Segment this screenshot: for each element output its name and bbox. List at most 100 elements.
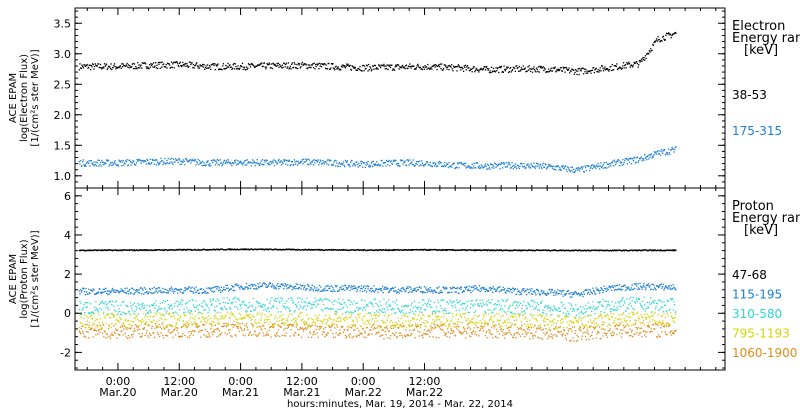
data-point — [529, 68, 531, 70]
data-point — [210, 165, 212, 167]
data-point — [441, 63, 443, 65]
data-point — [540, 290, 542, 293]
data-point — [370, 287, 372, 290]
data-point — [591, 291, 593, 294]
data-point — [417, 161, 420, 163]
data-point — [360, 285, 362, 287]
data-point — [344, 249, 347, 251]
data-point — [157, 309, 159, 311]
data-point — [569, 308, 572, 310]
data-point — [139, 320, 141, 322]
data-point — [593, 308, 595, 310]
data-point — [215, 248, 217, 251]
data-point — [385, 303, 387, 305]
data-point — [225, 249, 227, 251]
data-point — [189, 248, 191, 251]
data-point — [180, 288, 183, 291]
data-point — [303, 63, 305, 65]
data-point — [316, 299, 318, 301]
data-point — [245, 69, 247, 71]
data-point — [568, 250, 570, 252]
data-point — [535, 67, 538, 69]
data-point — [508, 250, 510, 252]
data-point — [133, 321, 135, 323]
data-point — [572, 249, 574, 252]
data-point — [162, 163, 164, 166]
data-point — [392, 301, 394, 303]
data-point — [517, 249, 519, 252]
data-point — [220, 248, 222, 250]
data-point — [387, 160, 390, 162]
data-point — [118, 292, 120, 294]
data-point — [285, 163, 287, 165]
data-point — [375, 288, 377, 290]
data-point — [660, 283, 662, 285]
data-point — [130, 292, 132, 294]
data-point — [442, 69, 444, 71]
data-point — [658, 38, 660, 41]
data-point — [280, 65, 282, 68]
data-point — [416, 163, 418, 165]
data-point — [223, 286, 225, 288]
data-point — [498, 300, 500, 303]
data-point — [269, 248, 271, 250]
data-point — [123, 301, 125, 303]
data-point — [462, 307, 464, 310]
data-point — [400, 288, 402, 290]
data-point — [334, 69, 336, 71]
data-point — [217, 163, 219, 166]
data-point — [640, 58, 643, 60]
data-point — [277, 297, 279, 300]
data-point — [486, 289, 488, 291]
data-point — [376, 304, 378, 306]
data-point — [512, 250, 514, 252]
data-point — [426, 306, 428, 308]
data-point — [287, 66, 289, 68]
data-point — [552, 67, 554, 69]
data-point — [86, 293, 88, 295]
data-point — [534, 70, 536, 72]
data-point — [573, 250, 575, 252]
data-point — [265, 310, 268, 312]
data-point — [666, 249, 668, 252]
data-point — [608, 249, 611, 252]
y-axis-label: [1/(cm²s ster MeV)] — [30, 49, 41, 146]
data-point — [317, 303, 319, 306]
data-point — [340, 287, 342, 289]
data-point — [312, 304, 314, 306]
data-point — [590, 306, 592, 308]
data-point — [264, 161, 266, 163]
data-point — [618, 68, 620, 70]
data-point — [240, 285, 242, 287]
data-point — [356, 163, 358, 166]
data-point — [375, 68, 377, 70]
data-point — [145, 249, 147, 252]
data-point — [275, 65, 277, 67]
data-point — [89, 326, 91, 329]
data-point — [262, 164, 264, 166]
data-point — [495, 67, 497, 69]
data-point — [178, 248, 181, 251]
data-point — [610, 65, 612, 68]
data-point — [316, 63, 318, 65]
data-point — [385, 288, 388, 290]
data-point — [591, 164, 593, 166]
data-point — [87, 301, 89, 304]
data-point — [405, 64, 408, 66]
data-point — [120, 318, 122, 320]
data-point — [97, 292, 99, 294]
data-point — [567, 290, 570, 292]
data-point — [332, 249, 334, 251]
data-point — [141, 318, 143, 320]
data-point — [281, 67, 283, 69]
data-point — [355, 161, 357, 163]
data-point — [421, 68, 423, 70]
data-point — [666, 152, 668, 154]
data-point — [513, 290, 515, 292]
data-point — [461, 302, 463, 304]
data-point — [535, 162, 538, 164]
data-point — [490, 287, 493, 290]
data-point — [270, 161, 272, 163]
data-point — [667, 288, 669, 290]
data-point — [536, 163, 538, 165]
